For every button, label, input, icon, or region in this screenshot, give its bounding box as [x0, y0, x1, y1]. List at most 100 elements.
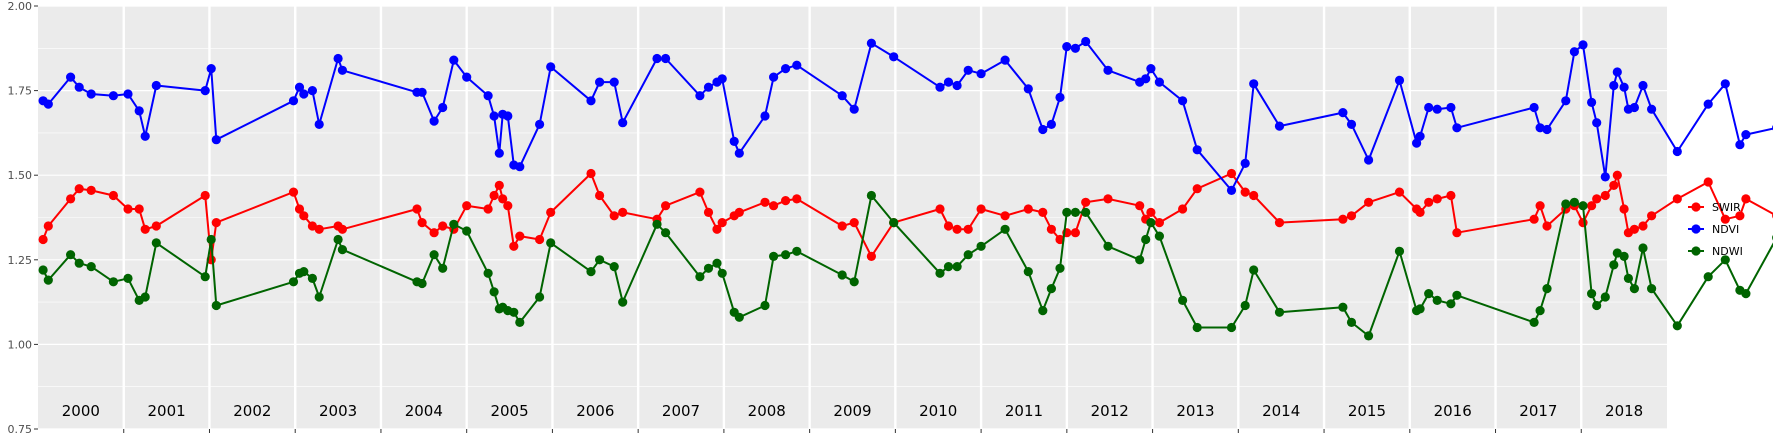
- data-point: [889, 218, 899, 228]
- data-point: [1629, 224, 1639, 234]
- year-label: 2006: [576, 402, 614, 420]
- gridlines: [38, 5, 1667, 430]
- data-point: [546, 238, 556, 248]
- data-point: [429, 116, 439, 126]
- data-point: [1154, 231, 1164, 241]
- data-point: [1240, 187, 1250, 197]
- data-point: [314, 119, 324, 129]
- data-point: [1000, 211, 1010, 221]
- data-point: [1672, 194, 1682, 204]
- data-point: [618, 118, 628, 128]
- y-tick-label: 0.75: [8, 423, 33, 436]
- data-point: [889, 52, 899, 62]
- data-point: [417, 87, 427, 97]
- data-point: [1619, 82, 1629, 92]
- data-point: [781, 250, 791, 260]
- data-point: [609, 211, 619, 221]
- data-point: [1070, 207, 1080, 217]
- year-label: 2005: [490, 402, 528, 420]
- data-point: [211, 218, 221, 228]
- data-point: [1062, 42, 1072, 52]
- data-point: [792, 194, 802, 204]
- data-point: [703, 207, 714, 217]
- data-point: [792, 246, 802, 256]
- data-point: [849, 104, 859, 114]
- data-point: [1638, 80, 1648, 91]
- data-point: [935, 268, 945, 278]
- data-point: [1535, 306, 1545, 316]
- data-point: [1154, 218, 1164, 228]
- data-point: [1274, 307, 1285, 317]
- data-point: [1672, 146, 1682, 157]
- data-point: [483, 268, 493, 278]
- data-point: [333, 53, 343, 64]
- data-point: [1046, 284, 1056, 294]
- data-point: [288, 277, 299, 287]
- data-point: [66, 250, 76, 260]
- data-point: [1038, 207, 1048, 217]
- data-point: [781, 64, 791, 74]
- data-point: [211, 300, 221, 311]
- data-point: [417, 278, 427, 289]
- data-point: [734, 207, 744, 217]
- data-point: [449, 55, 459, 65]
- data-point: [866, 251, 877, 261]
- data-point: [314, 224, 324, 234]
- data-point: [837, 221, 847, 231]
- data-point: [1446, 190, 1456, 201]
- data-point: [299, 267, 309, 277]
- legend-label: SWIR: [1712, 201, 1741, 214]
- data-point: [515, 317, 525, 327]
- legend-label: NDWI: [1712, 245, 1743, 258]
- data-point: [1561, 96, 1571, 106]
- data-point: [1346, 211, 1357, 221]
- data-point: [963, 250, 973, 260]
- data-point: [1446, 102, 1456, 113]
- year-strip-labels: 2000 2001 2002 2003 2004 2005 2006 2007 2008 2009…: [62, 402, 1643, 420]
- data-point: [1192, 184, 1202, 194]
- data-point: [1081, 207, 1091, 217]
- data-point: [661, 228, 671, 238]
- data-point: [1346, 119, 1357, 129]
- data-point: [1619, 204, 1629, 214]
- data-point: [717, 74, 727, 84]
- series-ndvi: [38, 36, 1773, 195]
- data-point: [1055, 92, 1065, 102]
- data-point: [943, 221, 954, 231]
- data-point: [294, 204, 305, 214]
- data-point: [1720, 214, 1730, 224]
- data-point: [1415, 207, 1425, 217]
- data-point: [717, 268, 727, 278]
- data-point: [703, 82, 714, 92]
- data-point: [1046, 119, 1056, 129]
- year-label: 2003: [319, 402, 357, 420]
- data-point: [294, 82, 305, 92]
- data-point: [108, 190, 118, 201]
- data-point: [1735, 211, 1745, 221]
- data-point: [438, 102, 448, 113]
- data-point: [74, 184, 84, 194]
- data-point: [1178, 96, 1188, 106]
- data-point: [462, 226, 472, 236]
- data-point: [1578, 218, 1588, 228]
- data-point: [1587, 201, 1597, 211]
- data-point: [1609, 260, 1619, 270]
- data-point: [74, 82, 84, 92]
- data-point: [792, 60, 802, 70]
- data-point: [849, 277, 859, 287]
- data-point: [140, 292, 150, 302]
- data-point: [661, 53, 671, 64]
- data-point: [1703, 272, 1713, 282]
- data-point: [1535, 123, 1545, 133]
- data-point: [299, 89, 309, 99]
- year-label: 2016: [1434, 402, 1472, 420]
- data-point: [86, 262, 96, 272]
- data-point: [1587, 97, 1597, 107]
- data-point: [1703, 177, 1713, 187]
- data-point: [703, 263, 714, 273]
- data-point: [1000, 224, 1010, 234]
- data-point: [952, 224, 962, 234]
- data-point: [307, 86, 317, 96]
- data-point: [535, 119, 545, 129]
- data-point: [1592, 300, 1602, 311]
